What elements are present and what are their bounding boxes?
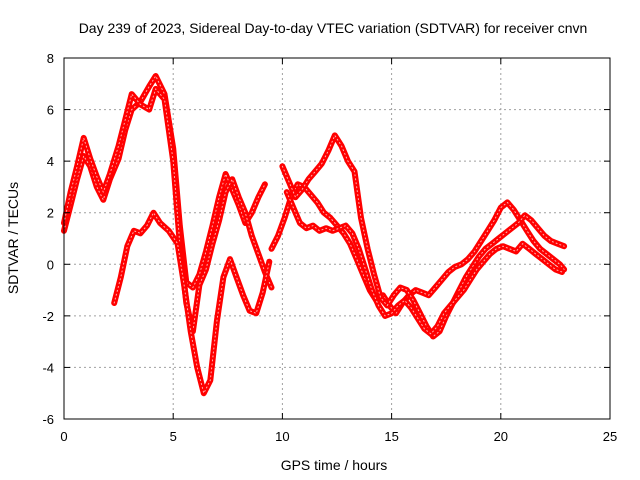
series-4-marker-texture: [271, 183, 565, 314]
series-3-trace: [111, 209, 273, 397]
series-3-marker-texture: [113, 212, 270, 394]
plot-frame: [63, 57, 611, 420]
series-2-marker-texture: [63, 88, 272, 332]
y-axis-label: SDTVAR / TECUs: [5, 182, 21, 294]
x-tick-label: 0: [60, 429, 67, 444]
axis-ticks: 0 5 10 15 20 25 -6 -4 -2 0 2 4 6 8: [42, 51, 617, 444]
series-5-trace: [279, 132, 568, 340]
grid-lines: [64, 58, 610, 419]
x-tick-label: 10: [275, 429, 289, 444]
x-tick-label: 5: [170, 429, 177, 444]
x-axis-label: GPS time / hours: [281, 457, 388, 473]
x-tick-label: 25: [603, 429, 617, 444]
series-5-marker-texture: [281, 134, 565, 337]
y-tick-label: -4: [42, 360, 54, 375]
x-tick-label: 15: [384, 429, 398, 444]
y-tick-label: 8: [47, 51, 54, 66]
series-6-marker-texture: [286, 191, 563, 335]
y-tick-label: -6: [42, 412, 54, 427]
y-tick-label: 4: [47, 154, 54, 169]
series-layer: [61, 73, 568, 397]
y-tick-label: 6: [47, 103, 54, 118]
series-1-marker-texture: [63, 75, 266, 288]
x-tick-label: 20: [494, 429, 508, 444]
y-tick-label: 2: [47, 206, 54, 221]
chart-title: Day 239 of 2023, Sidereal Day-to-day VTE…: [79, 20, 588, 36]
y-tick-label: 0: [47, 257, 54, 272]
y-tick-label: -2: [42, 309, 54, 324]
